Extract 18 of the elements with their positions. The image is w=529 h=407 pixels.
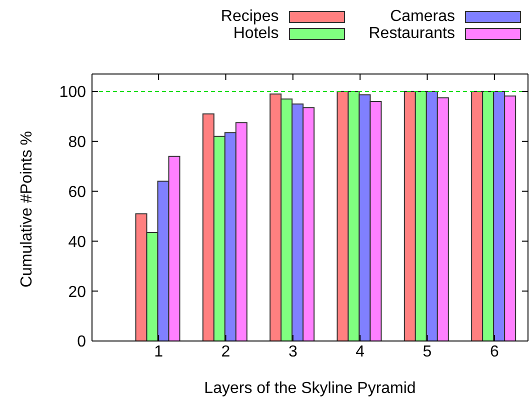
x-axis-title: Layers of the Skyline Pyramid	[204, 380, 416, 397]
x-tick-label: 6	[490, 343, 499, 360]
y-axis-title: Cumulative #Points %	[18, 130, 36, 288]
y-tick-label: 0	[77, 334, 86, 351]
legend-label: Hotels	[233, 25, 279, 42]
x-tick-label: 5	[422, 343, 432, 360]
y-tick-label: 60	[68, 184, 86, 201]
x-tick-label: 4	[356, 343, 365, 360]
y-tick-label: 80	[68, 134, 86, 152]
x-tick-label: 2	[221, 343, 230, 360]
x-tick-label: 3	[288, 343, 298, 360]
x-tick-label: 1	[154, 343, 164, 360]
legend-label: Restaurants	[368, 25, 455, 42]
legend-label: Recipes	[220, 8, 279, 25]
legend-label: Cameras	[390, 8, 455, 25]
y-tick-label: 20	[68, 284, 86, 301]
y-tick-label: 40	[68, 234, 86, 251]
y-tick-label: 100	[59, 84, 86, 102]
